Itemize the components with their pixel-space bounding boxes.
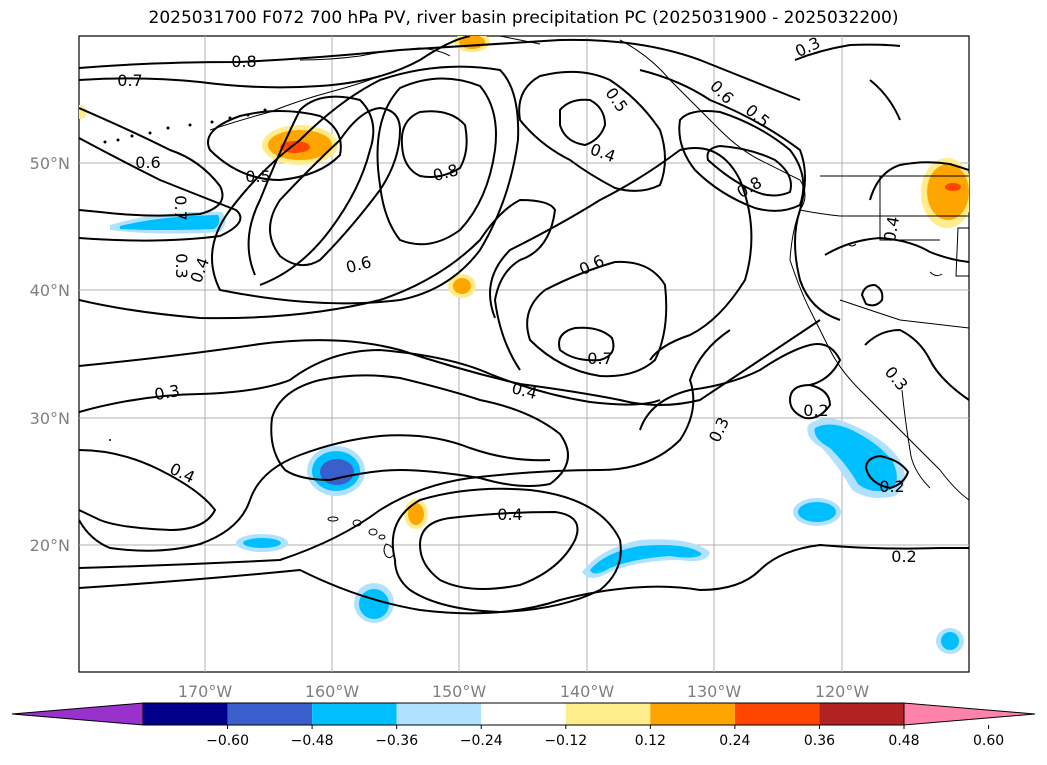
colorbar-tick-label: −0.24 bbox=[460, 733, 503, 749]
contour-label: 0.6 bbox=[135, 153, 160, 172]
lon-label: 130°W bbox=[687, 682, 742, 701]
pv-contours bbox=[79, 36, 969, 615]
aleutian-islands bbox=[103, 108, 267, 441]
lat-label: 50°N bbox=[30, 154, 70, 173]
lon-labels: 170°W 160°W 150°W 140°W 130°W 120°W bbox=[178, 682, 870, 701]
lat-label: 30°N bbox=[30, 409, 70, 428]
lat-label: 20°N bbox=[30, 536, 70, 555]
lon-label: 140°W bbox=[560, 682, 615, 701]
colorbar-bin bbox=[819, 703, 904, 725]
map-title: 2025031700 F072 700 hPa PV, river basin … bbox=[148, 8, 899, 28]
lon-label: 120°W bbox=[815, 682, 870, 701]
colorbar-tick-label: −0.60 bbox=[206, 733, 249, 749]
lon-label: 150°W bbox=[432, 682, 487, 701]
contour-label: 0.8 bbox=[231, 52, 256, 71]
contour-label: 0.2 bbox=[879, 477, 904, 496]
colorbar-tick-label: −0.12 bbox=[544, 733, 587, 749]
contour-labels: 0.8 0.7 0.6 0.5 0.7 0.3 0.4 0.8 0.6 0.5 … bbox=[117, 36, 916, 566]
colorbar-tick-label: −0.36 bbox=[375, 733, 418, 749]
contour-label: 0.4 bbox=[497, 505, 522, 524]
lon-label: 160°W bbox=[305, 682, 360, 701]
colorbar-tick-label: −0.48 bbox=[291, 733, 334, 749]
colorbar-bin bbox=[312, 703, 397, 725]
contour-label: 0.7 bbox=[587, 349, 612, 368]
colorbar-bin bbox=[650, 703, 735, 725]
contour-label: 0.7 bbox=[171, 195, 190, 220]
colorbar-tick-label: 0.48 bbox=[888, 733, 919, 749]
colorbar-tick-label: 0.12 bbox=[635, 733, 666, 749]
colorbar-bin bbox=[396, 703, 482, 725]
contour-label: 0.2 bbox=[891, 547, 916, 566]
contour-label: 0.3 bbox=[153, 381, 181, 404]
colorbar-bin bbox=[481, 703, 566, 725]
colorbar-bin bbox=[227, 703, 313, 725]
colorbar-frame bbox=[142, 702, 905, 726]
contour-label: 0.3 bbox=[172, 253, 191, 278]
map-frame bbox=[78, 35, 970, 673]
colorbar-bin bbox=[734, 703, 820, 725]
colorbar-bin bbox=[143, 703, 228, 725]
lon-label: 170°W bbox=[178, 682, 233, 701]
lat-label: 40°N bbox=[30, 281, 70, 300]
contour-label: 0.7 bbox=[117, 71, 142, 90]
colorbar-bin bbox=[565, 703, 651, 725]
colorbar: −0.60 −0.48 −0.36 −0.24 −0.12 0.12 0.24 0.36 0.4… bbox=[11, 702, 1036, 749]
contour-label: 0.2 bbox=[803, 401, 828, 420]
colorbar-tick-label: 0.36 bbox=[804, 733, 835, 749]
coastlines bbox=[209, 36, 969, 501]
colorbar-tick-label: 0.60 bbox=[973, 733, 1004, 749]
hawaii-islands bbox=[327, 516, 395, 559]
contour-label: 0.4 bbox=[880, 215, 903, 243]
colorbar-tick-label: 0.24 bbox=[719, 733, 750, 749]
colorbar-extend-high bbox=[903, 702, 1036, 726]
lat-labels: 50°N 40°N 30°N 20°N bbox=[30, 154, 70, 555]
contour-label: 0.5 bbox=[245, 167, 270, 186]
colorbar-extend-low bbox=[11, 702, 144, 726]
precip-shading bbox=[79, 36, 969, 654]
